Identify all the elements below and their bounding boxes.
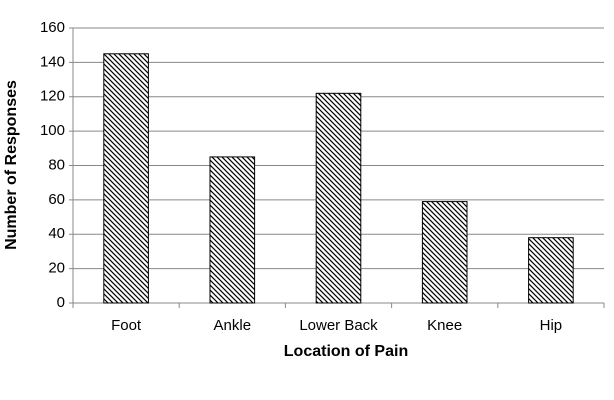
y-tick-label: 120 [40,88,65,105]
y-axis-title: Number of Responses [3,80,20,250]
bar [209,156,256,304]
y-tick-label: 0 [57,294,65,311]
y-tick-label: 20 [48,260,65,277]
y-tick-label: 100 [40,122,65,139]
x-tick-label: Lower Back [299,317,378,334]
y-tick-label: 160 [40,19,65,36]
x-axis-title: Location of Pain [284,343,408,360]
y-tick-label: 40 [48,225,65,242]
x-tick-label: Foot [111,317,142,334]
bar [103,53,149,304]
bar [315,92,362,304]
y-tick-label: 140 [40,53,65,70]
y-tick-label: 60 [48,191,65,208]
x-tick-label: Hip [540,317,563,334]
bar [528,237,574,304]
x-tick-label: Knee [427,317,462,334]
bar [421,201,468,304]
x-tick-label: Ankle [214,317,252,334]
y-tick-label: 80 [48,156,65,173]
